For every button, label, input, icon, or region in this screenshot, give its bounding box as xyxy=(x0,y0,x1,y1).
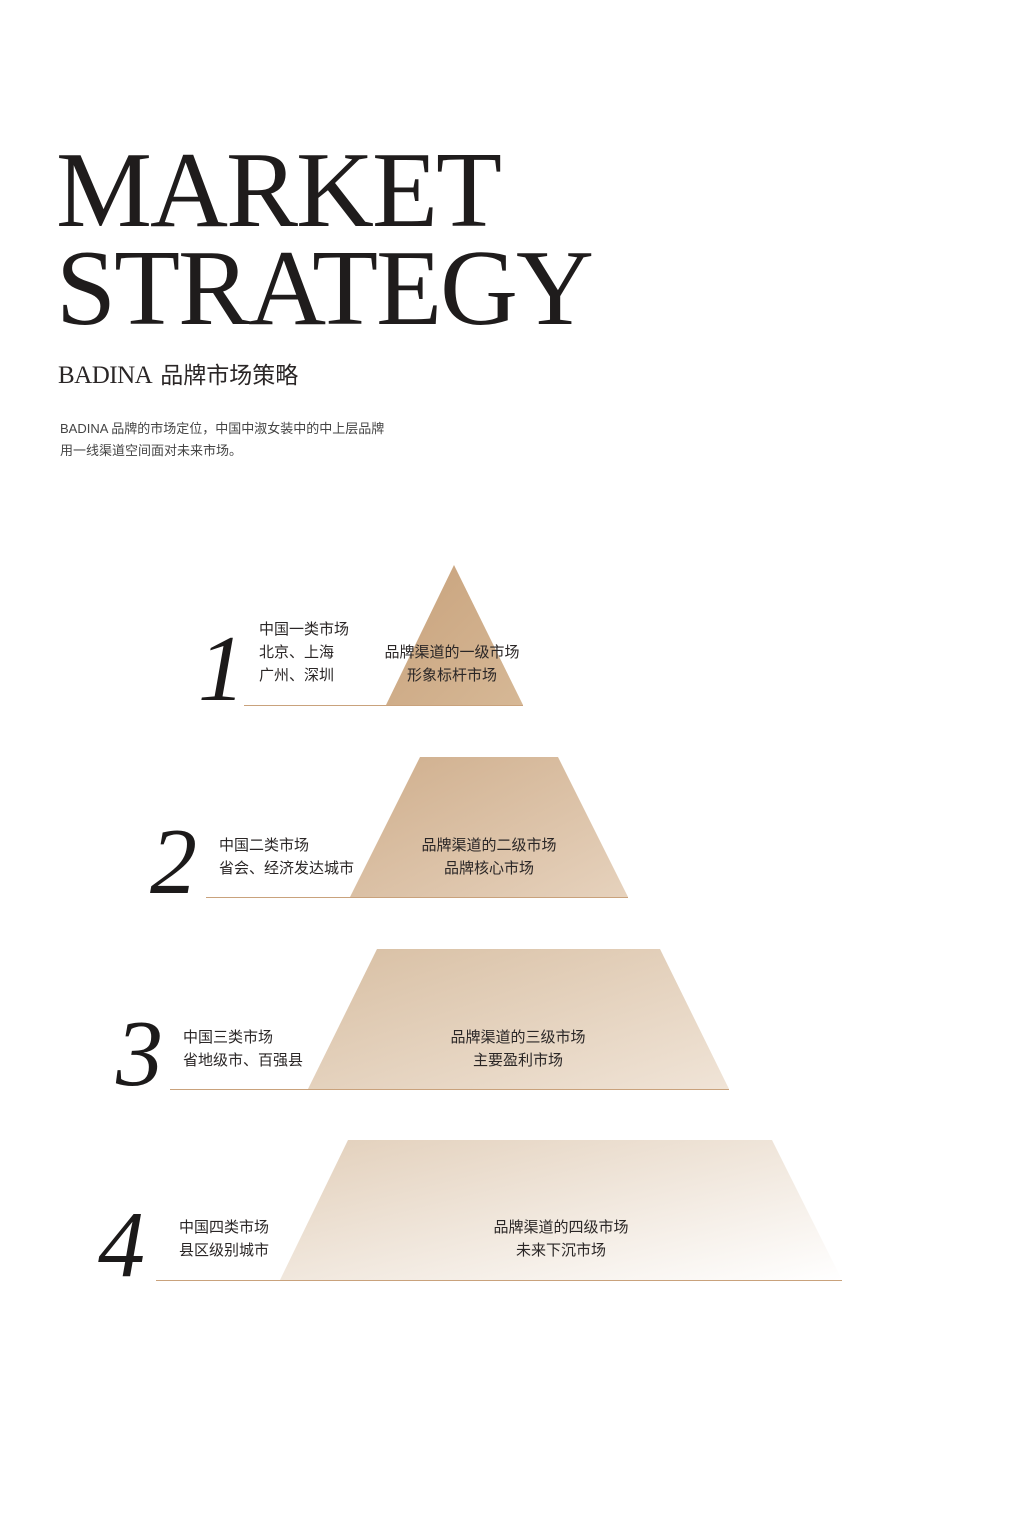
tier-2-right-text: 品牌渠道的二级市场 品牌核心市场 xyxy=(421,834,556,880)
tier-3-left-text: 中国三类市场 省地级市、百强县 xyxy=(183,1026,303,1072)
tier-1-right-line-1: 品牌渠道的一级市场 xyxy=(384,643,520,661)
tier-4-number: 4 xyxy=(98,1193,145,1297)
subtitle-brand: BADINA xyxy=(58,362,153,389)
intro-line-1: BADINA 品牌的市场定位，中国中淑女装中的中上层品牌 xyxy=(60,421,385,436)
tier-1-shape xyxy=(386,565,523,705)
tier-2-line xyxy=(206,897,628,898)
tier-4-right-line-2: 未来下沉市场 xyxy=(515,1241,607,1259)
subtitle-cn: 品牌市场策略 xyxy=(160,363,299,389)
tier-2-left-line-1: 中国二类市场 xyxy=(219,836,310,854)
tier-4-right-line-1: 品牌渠道的四级市场 xyxy=(493,1218,629,1236)
tier-4-right-text: 品牌渠道的四级市场 未来下沉市场 xyxy=(493,1216,628,1262)
tier-1-left-text: 中国一类市场 北京、上海 广州、深圳 xyxy=(259,618,349,687)
tier-1-right-text: 品牌渠道的一级市场 形象标杆市场 xyxy=(384,641,519,687)
tier-1-left-line-2: 北京、上海 xyxy=(259,643,335,661)
tier-4-left-line-1: 中国四类市场 xyxy=(179,1218,270,1236)
tier-2-left-line-2: 省会、经济发达城市 xyxy=(219,859,355,877)
title-line-market: MARKET xyxy=(56,131,502,250)
tier-2-number: 2 xyxy=(150,810,197,914)
tier-2-left-text: 中国二类市场 省会、经济发达城市 xyxy=(219,834,354,880)
intro-line-2: 用一线渠道空间面对未来市场。 xyxy=(60,443,243,458)
tier-3-right-line-1: 品牌渠道的三级市场 xyxy=(450,1028,586,1046)
title-line-strategy: STRATEGY xyxy=(56,229,594,348)
tier-3-number: 3 xyxy=(116,1002,163,1106)
tier-3-shape xyxy=(308,949,729,1089)
tier-3-right-text: 品牌渠道的三级市场 主要盈利市场 xyxy=(450,1026,585,1072)
tier-3-left-line-2: 省地级市、百强县 xyxy=(183,1051,304,1069)
tier-1-right-line-2: 形象标杆市场 xyxy=(406,666,498,684)
tier-3-right-line-2: 主要盈利市场 xyxy=(472,1051,564,1069)
tier-3-left-line-1: 中国三类市场 xyxy=(183,1028,274,1046)
tier-1-left-line-1: 中国一类市场 xyxy=(259,620,350,638)
tier-3-line xyxy=(170,1089,729,1090)
intro-text: BADINA 品牌的市场定位，中国中淑女装中的中上层品牌 用一线渠道空间面对未来… xyxy=(60,418,384,462)
tier-2-right-line-1: 品牌渠道的二级市场 xyxy=(421,836,557,854)
tier-1-number: 1 xyxy=(198,617,245,721)
tier-1-line xyxy=(244,705,523,706)
tier-4-line xyxy=(156,1280,842,1281)
subtitle: BADINA 品牌市场策略 xyxy=(58,356,298,390)
tier-4-shape xyxy=(280,1140,842,1280)
tier-4-left-text: 中国四类市场 县区级别城市 xyxy=(179,1216,269,1262)
tier-4-left-line-2: 县区级别城市 xyxy=(179,1241,270,1259)
tier-2-shape xyxy=(350,757,628,897)
page-title: MARKET STRATEGY xyxy=(56,131,594,348)
tier-2-right-line-2: 品牌核心市场 xyxy=(443,859,535,877)
tier-1-left-line-3: 广州、深圳 xyxy=(259,666,335,684)
